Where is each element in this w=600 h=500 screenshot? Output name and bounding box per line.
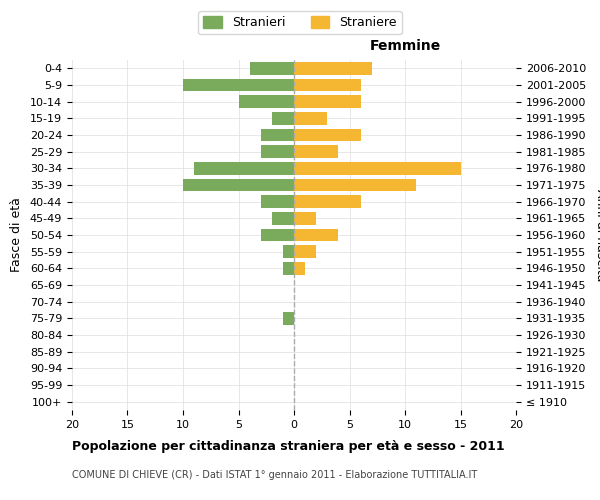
Bar: [294, 196, 361, 208]
Bar: [272, 212, 294, 224]
Bar: [294, 212, 316, 224]
Bar: [261, 146, 294, 158]
Y-axis label: Anni di nascita: Anni di nascita: [594, 188, 600, 281]
Bar: [294, 79, 361, 92]
Bar: [261, 129, 294, 141]
Bar: [294, 229, 338, 241]
Bar: [272, 112, 294, 124]
Bar: [183, 179, 294, 192]
Text: COMUNE DI CHIEVE (CR) - Dati ISTAT 1° gennaio 2011 - Elaborazione TUTTITALIA.IT: COMUNE DI CHIEVE (CR) - Dati ISTAT 1° ge…: [72, 470, 477, 480]
Bar: [183, 79, 294, 92]
Bar: [294, 262, 305, 274]
Bar: [294, 246, 316, 258]
Bar: [294, 162, 461, 174]
Bar: [261, 196, 294, 208]
Bar: [194, 162, 294, 174]
Y-axis label: Fasce di età: Fasce di età: [10, 198, 23, 272]
Bar: [283, 312, 294, 324]
Text: Femmine: Femmine: [370, 39, 440, 53]
Legend: Stranieri, Straniere: Stranieri, Straniere: [198, 11, 402, 34]
Bar: [294, 179, 416, 192]
Bar: [283, 262, 294, 274]
Text: Popolazione per cittadinanza straniera per età e sesso - 2011: Popolazione per cittadinanza straniera p…: [72, 440, 505, 453]
Bar: [294, 96, 361, 108]
Bar: [294, 146, 338, 158]
Bar: [283, 246, 294, 258]
Bar: [239, 96, 294, 108]
Bar: [294, 62, 372, 74]
Bar: [261, 229, 294, 241]
Bar: [294, 129, 361, 141]
Bar: [250, 62, 294, 74]
Bar: [294, 112, 328, 124]
